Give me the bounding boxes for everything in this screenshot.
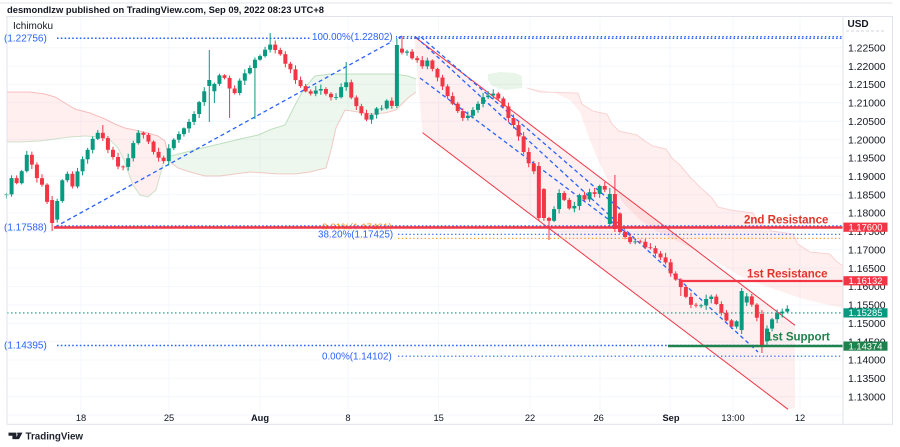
svg-text:0.00%(1.14102): 0.00%(1.14102) — [322, 352, 392, 363]
svg-text:13:00: 13:00 — [721, 413, 744, 423]
svg-text:18: 18 — [76, 413, 86, 423]
svg-text:1.16132: 1.16132 — [849, 275, 883, 286]
svg-text:desmondlzw published on Tradin: desmondlzw published on TradingView.com,… — [7, 4, 324, 15]
svg-text:1st Support: 1st Support — [766, 331, 830, 343]
svg-text:26: 26 — [594, 413, 604, 423]
svg-text:1.16500: 1.16500 — [848, 264, 886, 275]
svg-text:1.21000: 1.21000 — [848, 99, 886, 110]
svg-text:Aug: Aug — [251, 413, 269, 423]
svg-text:15: 15 — [434, 413, 444, 423]
svg-text:2nd Resistance: 2nd Resistance — [744, 214, 828, 226]
svg-text:1.15500: 1.15500 — [848, 301, 886, 312]
svg-text:1.19500: 1.19500 — [848, 154, 886, 165]
svg-text:22: 22 — [525, 413, 535, 423]
svg-text:1.22000: 1.22000 — [848, 62, 886, 73]
svg-text:1.18000: 1.18000 — [848, 209, 886, 220]
svg-text:1.20500: 1.20500 — [848, 117, 886, 128]
svg-text:1.14374: 1.14374 — [849, 340, 883, 351]
svg-text:38.20%(1.17425): 38.20%(1.17425) — [318, 230, 393, 241]
svg-text:USD: USD — [848, 19, 869, 30]
svg-text:1.13500: 1.13500 — [848, 374, 886, 385]
svg-text:1.21500: 1.21500 — [848, 80, 886, 91]
svg-text:100.00%(1.22802): 100.00%(1.22802) — [312, 32, 393, 43]
svg-text:1.15000: 1.15000 — [848, 319, 886, 330]
svg-text:(1.14395): (1.14395) — [4, 341, 47, 352]
svg-text:1.15285: 1.15285 — [849, 307, 883, 318]
svg-text:Ichimoku: Ichimoku — [13, 21, 53, 32]
svg-text:8: 8 — [345, 413, 350, 423]
svg-text:Sep: Sep — [662, 413, 679, 423]
svg-text:1.17500: 1.17500 — [848, 227, 886, 238]
svg-text:1.22500: 1.22500 — [848, 43, 886, 54]
svg-text:1.19000: 1.19000 — [848, 172, 886, 183]
svg-text:25: 25 — [164, 413, 174, 423]
svg-text:1.18500: 1.18500 — [848, 190, 886, 201]
svg-text:1.13000: 1.13000 — [848, 392, 886, 403]
svg-text:1.17600: 1.17600 — [849, 221, 883, 232]
svg-text:1.14000: 1.14000 — [848, 356, 886, 367]
svg-text:1.17000: 1.17000 — [848, 246, 886, 257]
svg-text:1.16000: 1.16000 — [848, 282, 886, 293]
svg-text:1st Resistance: 1st Resistance — [747, 268, 828, 280]
svg-text:(1.17588): (1.17588) — [4, 223, 47, 234]
svg-text:12: 12 — [795, 413, 805, 423]
svg-text:TradingView: TradingView — [26, 432, 84, 443]
svg-text:1.20000: 1.20000 — [848, 135, 886, 146]
svg-text:(1.22756): (1.22756) — [4, 33, 47, 44]
